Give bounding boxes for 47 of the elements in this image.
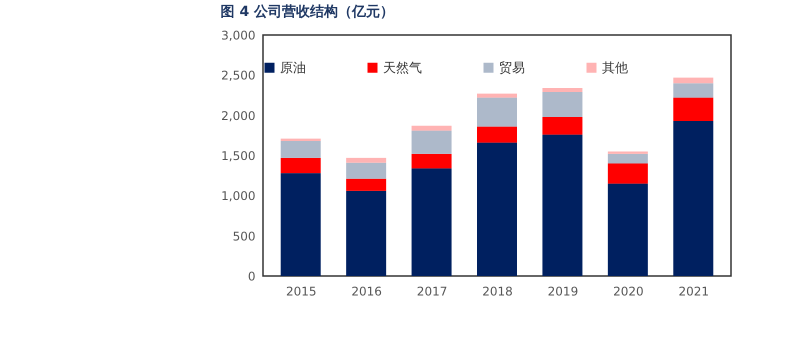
bar	[608, 184, 648, 276]
bar	[542, 88, 582, 92]
bar	[542, 116, 582, 135]
bar	[346, 190, 386, 276]
bar	[542, 134, 582, 276]
bar	[280, 141, 321, 158]
bar	[673, 78, 714, 84]
bar	[346, 178, 386, 191]
bar	[477, 142, 517, 276]
y-tick-label: 1,000	[221, 189, 256, 204]
x-tick-label: 2020	[613, 284, 644, 298]
bar	[608, 154, 648, 164]
bar	[346, 162, 386, 179]
bar	[673, 98, 714, 121]
bar	[542, 92, 582, 117]
bar	[412, 130, 452, 154]
legend-label: 天然气	[383, 60, 422, 76]
bar	[412, 168, 452, 276]
y-tick-label: 0	[248, 270, 256, 284]
bar	[412, 154, 452, 168]
bar	[412, 126, 452, 131]
legend-label: 其他	[602, 60, 628, 76]
x-tick-label: 2017	[416, 284, 448, 298]
bar	[477, 98, 517, 127]
bar	[346, 158, 386, 163]
y-tick-label: 500	[232, 229, 256, 244]
y-tick-label: 2,000	[221, 108, 256, 123]
chart-title: 图 4 公司营收结构（亿元）	[220, 4, 394, 20]
bar	[477, 94, 517, 98]
bar	[673, 120, 714, 276]
y-tick-label: 3,000	[221, 28, 256, 42]
x-tick-label: 2016	[351, 284, 382, 298]
legend-label: 贸易	[499, 60, 525, 76]
x-tick-label: 2019	[548, 284, 578, 298]
bar	[280, 158, 321, 174]
y-tick-label: 1,500	[221, 149, 256, 163]
bar	[608, 151, 648, 154]
legend-label: 原油	[280, 60, 306, 76]
bar	[280, 173, 321, 276]
bar	[477, 126, 517, 143]
x-tick-label: 2018	[482, 284, 513, 298]
bar	[608, 164, 648, 184]
x-tick-label: 2021	[678, 284, 710, 298]
bar	[280, 138, 321, 142]
x-tick-label: 2015	[286, 284, 316, 298]
y-tick-label: 2,500	[221, 68, 256, 83]
bar	[673, 83, 714, 98]
